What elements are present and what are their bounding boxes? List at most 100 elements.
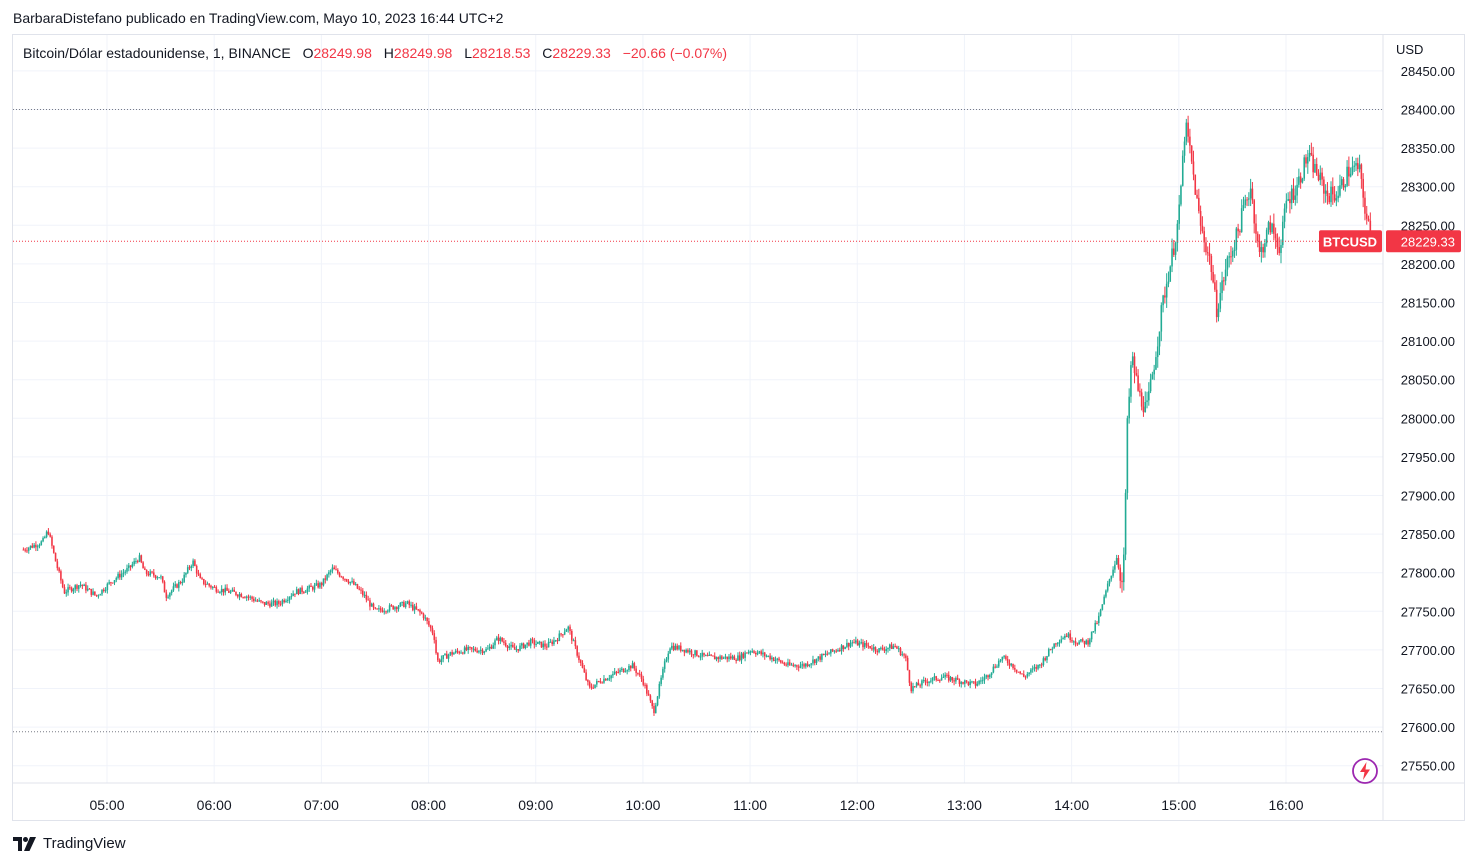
candle-body [990, 672, 993, 676]
candle-body [1135, 373, 1138, 376]
candle-body [510, 644, 512, 647]
candle-body [842, 645, 845, 649]
candle-body [24, 549, 26, 551]
candle-body [165, 592, 168, 598]
candle-body [1164, 295, 1166, 298]
candle-body [699, 656, 702, 658]
candle-body [983, 677, 986, 681]
candle-body [1323, 179, 1325, 194]
candle-body [324, 578, 327, 580]
candle-body [294, 593, 296, 595]
candle-body [231, 589, 234, 592]
candle-body [805, 663, 807, 667]
candle-body [622, 668, 625, 673]
candle-body [426, 617, 428, 622]
candle-body [621, 668, 623, 670]
candle-body [449, 652, 452, 655]
candle-body [679, 645, 682, 651]
candle-body [481, 649, 484, 653]
candle-body [1014, 668, 1016, 670]
candle-body [136, 561, 139, 563]
candle-body [1162, 295, 1164, 306]
candle-body [44, 536, 46, 539]
candle-body [58, 568, 60, 572]
candle-body [1180, 185, 1182, 205]
candle-body [1315, 163, 1318, 175]
candle-body [774, 659, 777, 661]
candle-body [1099, 609, 1102, 616]
candle-body [433, 633, 436, 640]
candle-body [36, 546, 39, 548]
candle-body [537, 641, 539, 645]
lightning-icon[interactable] [1351, 757, 1379, 790]
candle-body [744, 652, 746, 658]
candle-body [835, 650, 837, 652]
candle-body [919, 685, 921, 687]
candle-body [1365, 213, 1368, 219]
candle-body [1326, 190, 1329, 197]
candle-body [562, 634, 564, 636]
candle-body [160, 576, 162, 578]
candle-body [1115, 558, 1118, 565]
candle-body [1051, 648, 1054, 650]
candle-body [1151, 374, 1154, 380]
candle-body [392, 605, 394, 610]
candle-body [1255, 223, 1257, 234]
candle-body [95, 594, 98, 596]
candle-body [113, 580, 116, 583]
candle-body [569, 626, 571, 632]
candle-body [1301, 178, 1304, 183]
brand-name[interactable]: TradingView [43, 835, 126, 852]
candle-body [674, 645, 677, 650]
candle-body [958, 679, 961, 684]
candle-body [186, 567, 189, 573]
candle-body [869, 646, 871, 649]
candle-body [372, 603, 375, 608]
candle-body [953, 680, 955, 682]
candle-body [38, 545, 41, 547]
symbol-label[interactable]: Bitcoin/Dólar estadounidense, 1, BINANCE [23, 45, 291, 61]
candle-body [915, 682, 918, 687]
candle-body [236, 594, 239, 597]
candle-body [554, 640, 557, 642]
candle-body [899, 648, 902, 656]
candle-body [353, 581, 355, 585]
candle-body [1239, 231, 1241, 233]
candle-body [939, 680, 941, 682]
candle-body [470, 647, 473, 649]
candle-body [1333, 194, 1336, 201]
candle-body [320, 582, 323, 586]
candle-body [94, 591, 96, 595]
candle-body [972, 681, 975, 683]
candle-body [922, 680, 925, 682]
candle-body [574, 640, 577, 647]
candle-body [188, 567, 191, 569]
x-tick-label: 16:00 [1268, 797, 1303, 813]
candle-body [662, 668, 664, 678]
y-tick-label: 27650.00 [1401, 682, 1455, 697]
publication-header: BarbaraDistefano publicado en TradingVie… [13, 10, 504, 26]
candle-body [597, 681, 600, 683]
chart-frame[interactable] [12, 34, 1465, 821]
y-tick-label: 27900.00 [1401, 489, 1455, 504]
candle-body [235, 591, 237, 595]
candle-body [1192, 161, 1195, 175]
candle-body [708, 654, 711, 656]
candle-body [279, 603, 282, 605]
candle-body [885, 649, 888, 651]
candle-body [585, 672, 587, 680]
candle-body [563, 631, 566, 635]
candle-body [369, 600, 371, 607]
candle-body [60, 571, 62, 581]
candle-body [161, 576, 164, 582]
candle-body [374, 607, 377, 609]
candle-body [951, 677, 954, 681]
candle-body [370, 603, 373, 607]
tradingview-logo-icon[interactable] [13, 836, 37, 851]
candle-body [1194, 174, 1197, 195]
candle-body [685, 649, 687, 653]
candle-body [490, 646, 493, 649]
currency-label[interactable]: USD [1396, 42, 1424, 57]
candle-body [283, 600, 286, 602]
